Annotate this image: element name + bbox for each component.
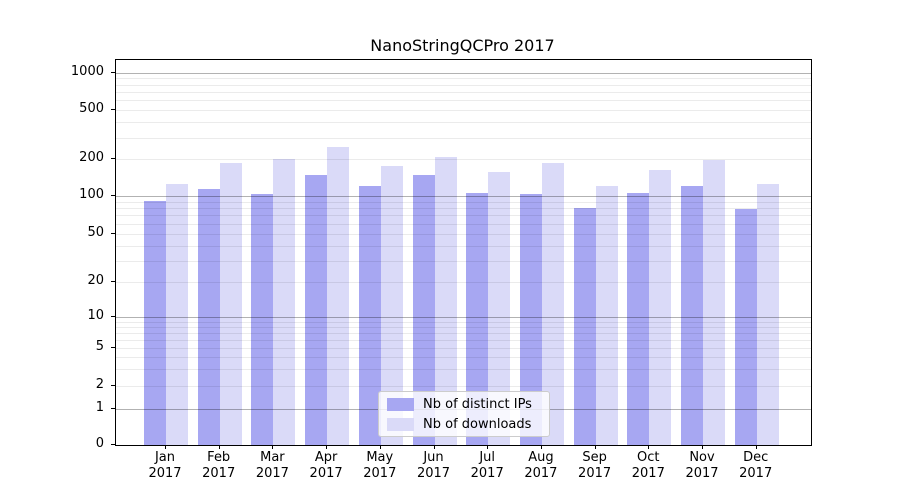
bar-distinct-ips-jul [466, 193, 489, 445]
x-tick-label-jul: Jul 2017 [470, 450, 504, 481]
bar-downloads-mar [273, 158, 296, 445]
bar-downloads-jan [166, 184, 188, 445]
x-tick-mark-aug [540, 445, 542, 449]
bar-downloads-jul [488, 171, 511, 445]
y-tick-label-100: 100 [79, 187, 104, 202]
y-tick-label-200: 200 [79, 150, 104, 166]
y-tick-label-50: 50 [87, 224, 104, 240]
bar-distinct-ips-apr [305, 174, 328, 445]
y-tick-mark-200 [111, 158, 115, 160]
x-tick-mark-apr [326, 445, 328, 449]
x-tick-label-jun: Jun 2017 [416, 450, 451, 481]
y-tick-mark-100 [111, 195, 115, 196]
bar-downloads-oct [649, 169, 672, 445]
y-tick-label-0: 0 [95, 436, 104, 451]
y-tick-mark-2 [111, 385, 115, 386]
y-tick-mark-0 [111, 444, 115, 445]
bar-downloads-apr [327, 146, 350, 445]
y-tick-label-1: 1 [95, 399, 104, 415]
bar-distinct-ips-nov [681, 185, 703, 445]
bar-distinct-ips-jun [412, 174, 435, 445]
bar-distinct-ips-mar [251, 193, 274, 445]
bar-downloads-nov [703, 160, 725, 445]
plot-area: Nb of distinct IPs Nb of downloads [115, 59, 812, 446]
bars-layer [116, 60, 811, 445]
bar-distinct-ips-dec [734, 208, 757, 445]
y-tick-label-5: 5 [95, 338, 104, 354]
x-tick-label-may: May 2017 [363, 450, 397, 481]
bar-downloads-feb [219, 162, 242, 445]
bar-downloads-dec [756, 184, 779, 445]
y-tick-label-500: 500 [79, 101, 104, 117]
x-tick-label-dec: Dec 2017 [739, 450, 773, 481]
x-tick-mark-mar [272, 445, 274, 449]
legend-swatch-downloads [387, 417, 414, 431]
y-tick-label-2: 2 [95, 377, 104, 392]
x-tick-mark-sep [594, 445, 596, 449]
bar-distinct-ips-oct [627, 193, 650, 445]
bar-distinct-ips-may [358, 185, 381, 445]
chart-title: NanoStringQCPro 2017 [370, 36, 555, 55]
legend-label-distinct-ips: Nb of distinct IPs [423, 396, 532, 412]
x-tick-label-aug: Aug 2017 [524, 450, 558, 481]
legend: Nb of distinct IPs Nb of downloads [378, 391, 550, 437]
bar-downloads-aug [541, 163, 564, 445]
legend-label-downloads: Nb of downloads [423, 416, 532, 432]
x-tick-mark-jun [433, 445, 435, 449]
x-tick-mark-feb [218, 445, 220, 449]
x-tick-label-oct: Oct 2017 [631, 450, 665, 481]
x-tick-label-nov: Nov 2017 [685, 450, 719, 481]
y-tick-label-10: 10 [87, 308, 104, 323]
bar-distinct-ips-sep [573, 208, 596, 445]
x-tick-mark-jan [165, 445, 166, 449]
x-tick-label-mar: Mar 2017 [255, 450, 289, 481]
bar-downloads-may [380, 166, 403, 445]
y-tick-mark-1 [111, 407, 115, 409]
x-tick-mark-may [379, 445, 381, 449]
x-tick-mark-jul [487, 445, 489, 449]
bar-distinct-ips-aug [519, 194, 542, 445]
x-tick-label-feb: Feb 2017 [202, 450, 236, 481]
bar-downloads-jun [434, 156, 457, 445]
y-tick-label-1000: 1000 [70, 63, 104, 79]
legend-swatch-distinct-ips [387, 397, 414, 411]
x-tick-label-jan: Jan 2017 [148, 450, 182, 481]
x-tick-mark-dec [755, 445, 757, 449]
legend-row-distinct-ips: Nb of distinct IPs [387, 397, 541, 412]
y-tick-label-20: 20 [87, 273, 104, 288]
y-tick-mark-10 [111, 316, 115, 317]
x-tick-mark-nov [702, 445, 703, 449]
bar-downloads-sep [595, 186, 618, 445]
y-tick-mark-5 [111, 346, 115, 348]
bar-distinct-ips-feb [197, 188, 220, 445]
x-tick-mark-oct [648, 445, 650, 449]
x-tick-label-sep: Sep 2017 [578, 450, 612, 481]
y-tick-mark-1000 [111, 71, 115, 73]
y-tick-mark-20 [111, 281, 115, 282]
bar-distinct-ips-jan [144, 200, 166, 445]
y-tick-mark-500 [111, 109, 115, 111]
legend-row-downloads: Nb of downloads [387, 417, 541, 432]
x-tick-label-apr: Apr 2017 [309, 450, 343, 481]
y-tick-mark-50 [111, 232, 115, 234]
